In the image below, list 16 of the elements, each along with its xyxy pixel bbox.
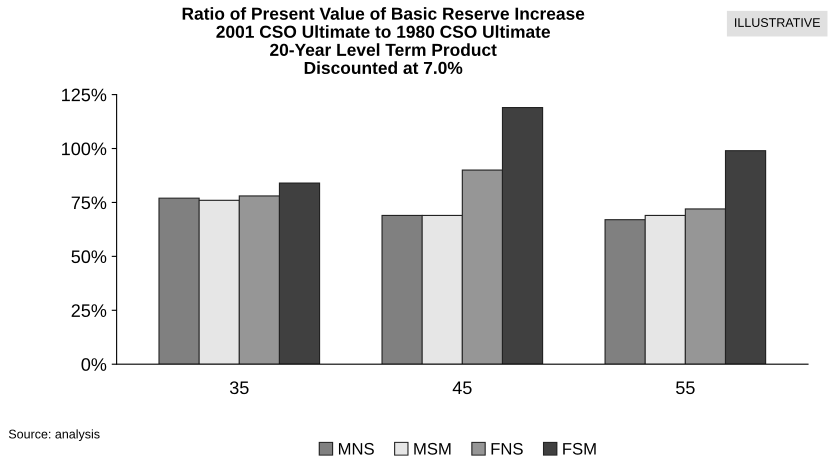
legend-label: FSM — [563, 442, 596, 455]
text: ILLUSTRATIVE — [735, 18, 820, 28]
y-tick-label: 75% — [72, 196, 106, 210]
legend-label: FNS — [492, 442, 523, 455]
y-tick-label: 125% — [62, 88, 106, 102]
y-tick-label: 50% — [71, 250, 106, 264]
y-tick-label: 100% — [62, 142, 106, 156]
y-tick-label: 0% — [82, 358, 106, 371]
legend-label: MNS — [338, 442, 374, 455]
x-tick-label: 35 — [230, 381, 249, 394]
chart-title: Ratio of Present Value of Basic Reserve Increase 2001 CSO Ultimate to 1980 CSO Ultimate 20-Year Level Term Product Discounted at 7.0% — [182, 7, 584, 74]
x-tick-label: 55 — [676, 382, 695, 394]
y-tick-label: 25% — [72, 304, 106, 318]
legend-label: MSM — [414, 442, 450, 455]
x-tick-label: 45 — [452, 382, 472, 394]
source-note: Source: analysis — [8, 429, 100, 441]
